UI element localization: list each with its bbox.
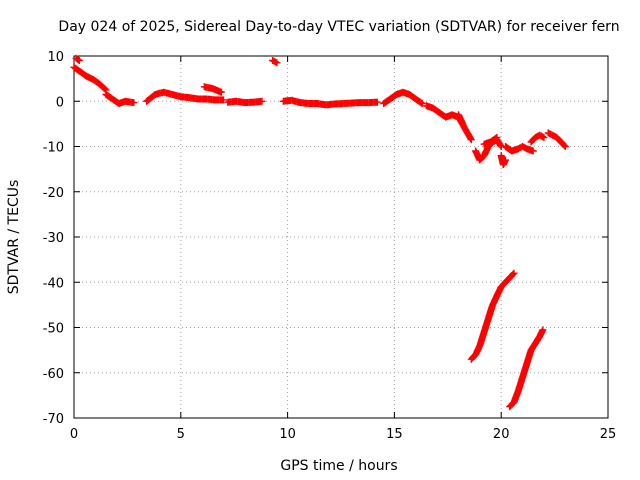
x-tick-label: 10 xyxy=(279,427,296,442)
data-point-cluster xyxy=(200,83,225,96)
data-point-cluster xyxy=(480,133,501,148)
chart-title: Day 024 of 2025, Sidereal Day-to-day VTE… xyxy=(58,19,619,35)
y-tick-label: 10 xyxy=(47,50,64,65)
data-point-cluster xyxy=(143,88,227,105)
y-axis-ticks: 10 0 -10 -20 -30 -40 -50 -60 -70 xyxy=(43,50,608,427)
x-tick-label: 0 xyxy=(70,427,78,442)
data-point-cluster xyxy=(544,129,569,150)
y-tick-label: 0 xyxy=(56,95,64,110)
data-point-cluster xyxy=(527,131,548,146)
data-point-cluster xyxy=(102,91,138,107)
gridlines xyxy=(74,56,608,418)
y-tick-label: -20 xyxy=(43,186,64,201)
data-point-cluster xyxy=(455,111,467,128)
data-point-cluster xyxy=(269,57,281,67)
x-tick-label: 15 xyxy=(386,427,403,442)
data-point-cluster xyxy=(467,269,518,363)
y-axis-label: SDTVAR / TECUs xyxy=(6,180,22,295)
plot-frame xyxy=(73,55,609,419)
data-point-cluster xyxy=(279,96,381,109)
x-axis-ticks: 0 5 10 15 20 25 xyxy=(70,56,616,442)
y-tick-label: -70 xyxy=(43,412,64,427)
x-tick-label: 20 xyxy=(493,427,510,442)
data-point-cluster xyxy=(502,143,537,155)
data-point-cluster xyxy=(70,63,110,94)
data-point-cluster xyxy=(72,54,83,64)
y-tick-label: -50 xyxy=(43,322,64,337)
data-point-cluster xyxy=(380,88,426,107)
data-point-cluster xyxy=(506,326,547,411)
x-tick-label: 25 xyxy=(600,427,617,442)
x-axis-label: GPS time / hours xyxy=(280,458,397,474)
y-tick-label: -40 xyxy=(43,276,64,291)
data-series-sdtvar xyxy=(70,54,569,411)
x-tick-label: 5 xyxy=(177,427,185,442)
y-tick-label: -30 xyxy=(43,231,64,246)
y-tick-label: -10 xyxy=(43,141,64,156)
data-point-cluster xyxy=(224,97,266,107)
y-tick-label: -60 xyxy=(43,367,64,382)
data-point-cluster xyxy=(497,152,509,169)
